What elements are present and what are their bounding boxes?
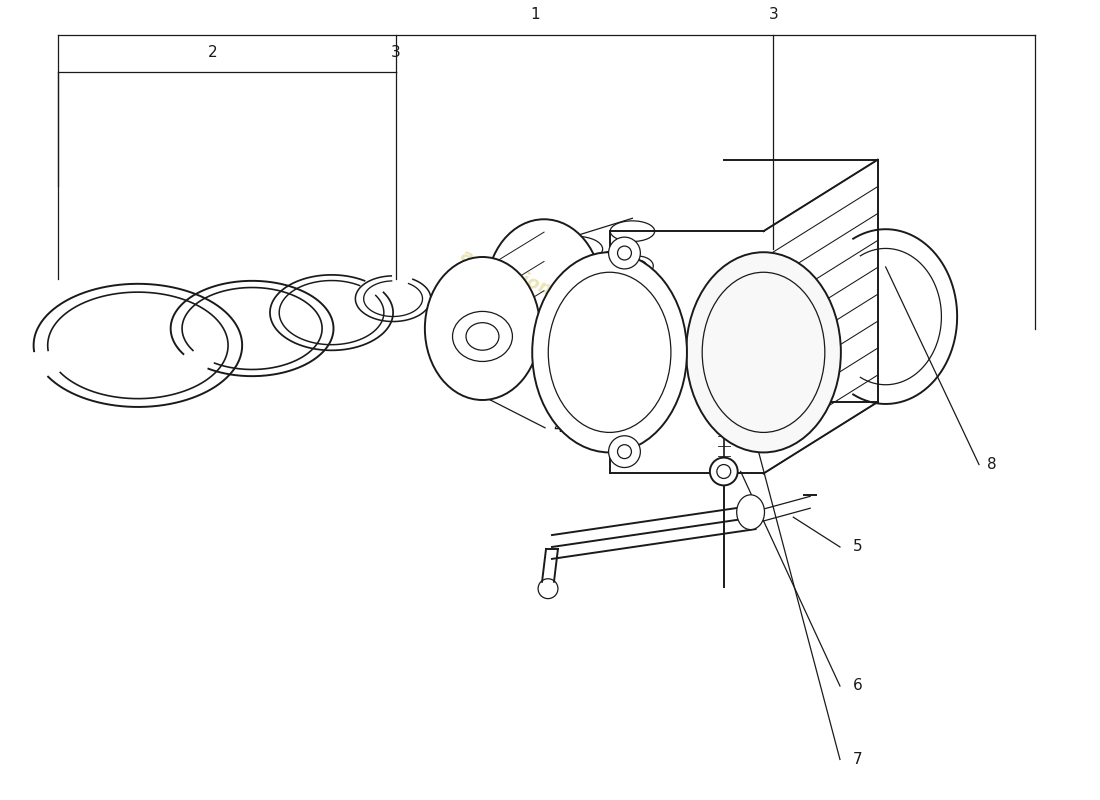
Circle shape	[710, 458, 738, 486]
Text: 7: 7	[852, 752, 862, 767]
Text: 1: 1	[530, 7, 540, 22]
Ellipse shape	[686, 252, 840, 453]
Circle shape	[608, 237, 640, 269]
Text: 5: 5	[852, 539, 862, 554]
Text: 3: 3	[769, 7, 779, 22]
Text: 3: 3	[392, 45, 402, 60]
Bar	[717, 378, 730, 390]
Text: 2: 2	[208, 45, 217, 60]
Circle shape	[538, 578, 558, 598]
Ellipse shape	[532, 252, 686, 453]
Text: 6: 6	[852, 678, 862, 694]
Text: a passion for parts: a passion for parts	[458, 246, 642, 335]
Ellipse shape	[425, 257, 540, 400]
Ellipse shape	[547, 236, 603, 262]
Circle shape	[608, 436, 640, 467]
Ellipse shape	[737, 495, 764, 530]
Text: 8: 8	[987, 457, 997, 472]
Ellipse shape	[486, 219, 602, 362]
Text: 4: 4	[553, 420, 563, 435]
